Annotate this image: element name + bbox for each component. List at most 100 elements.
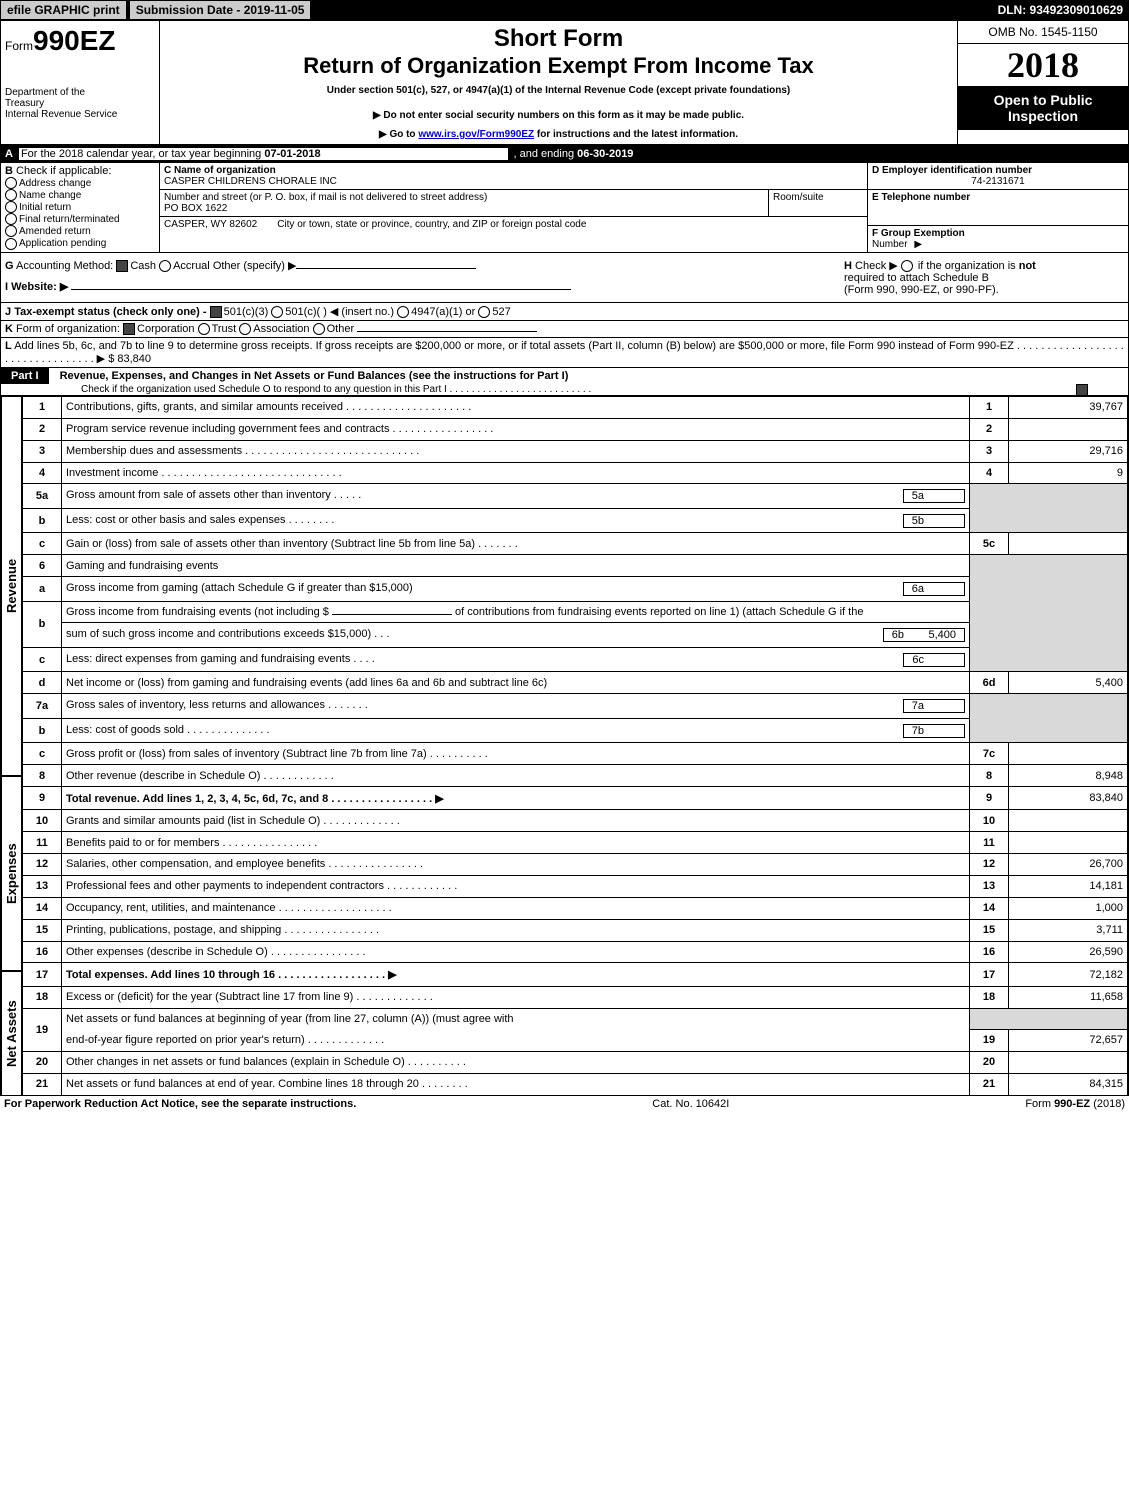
- check-accrual[interactable]: [159, 260, 171, 272]
- open-to-public: Open to PublicInspection: [958, 86, 1128, 130]
- cat-no: Cat. No. 10642I: [652, 1098, 729, 1110]
- line-13-amt: 14,181: [1009, 875, 1128, 897]
- b-label: Check if applicable:: [16, 165, 111, 177]
- table-row: dNet income or (loss) from gaming and fu…: [23, 672, 1128, 694]
- city-state-zip: CASPER, WY 82602: [164, 219, 257, 230]
- submission-date: Submission Date - 2019-11-05: [129, 0, 312, 20]
- other-specify: Other (specify) ▶: [213, 260, 297, 272]
- table-row: bLess: cost or other basis and sales exp…: [23, 508, 1128, 532]
- check-application-pending[interactable]: [5, 238, 17, 250]
- lines-table: 1Contributions, gifts, grants, and simil…: [22, 396, 1128, 1096]
- line-1-amt: 39,767: [1009, 396, 1128, 418]
- table-row: 21Net assets or fund balances at end of …: [23, 1073, 1128, 1095]
- form-prefix: Form: [5, 39, 33, 53]
- check-address-change[interactable]: [5, 177, 17, 189]
- d-label: D Employer identification number: [872, 165, 1032, 176]
- table-row: 15Printing, publications, postage, and s…: [23, 919, 1128, 941]
- check-association[interactable]: [239, 323, 251, 335]
- entity-info-block: B Check if applicable: Address change Na…: [0, 163, 1129, 253]
- page-footer: For Paperwork Reduction Act Notice, see …: [0, 1096, 1129, 1112]
- check-cash[interactable]: [116, 260, 128, 272]
- arrow-icon: [910, 239, 922, 250]
- org-name: CASPER CHILDRENS CHORALE INC: [164, 176, 863, 187]
- line-k: K Form of organization: Corporation Trus…: [0, 321, 1129, 338]
- table-row: 19Net assets or fund balances at beginni…: [23, 1008, 1128, 1029]
- short-form-title: Short Form: [164, 25, 953, 53]
- check-corporation[interactable]: [123, 323, 135, 335]
- expenses-tab: Expenses: [1, 776, 22, 971]
- line-21-amt: 84,315: [1009, 1073, 1128, 1095]
- check-initial-return[interactable]: [5, 201, 17, 213]
- irs-link[interactable]: www.irs.gov/Form990EZ: [418, 129, 534, 140]
- line-15-amt: 3,711: [1009, 919, 1128, 941]
- dept-treasury: Department of the Treasury Internal Reve…: [5, 87, 155, 120]
- check-other-org[interactable]: [313, 323, 325, 335]
- table-row: 2Program service revenue including gover…: [23, 418, 1128, 440]
- part-1-num: Part I: [1, 368, 49, 384]
- table-row: bLess: cost of goods sold . . . . . . . …: [23, 718, 1128, 742]
- table-row: 20Other changes in net assets or fund ba…: [23, 1051, 1128, 1073]
- form-num-text: 990EZ: [33, 25, 116, 56]
- table-row: 5aGross amount from sale of assets other…: [23, 484, 1128, 508]
- check-527[interactable]: [478, 306, 490, 318]
- table-row: cGross profit or (loss) from sales of in…: [23, 743, 1128, 765]
- line-18-amt: 11,658: [1009, 986, 1128, 1008]
- check-4947[interactable]: [397, 306, 409, 318]
- table-row: bGross income from fundraising events (n…: [23, 601, 1128, 623]
- line-16-amt: 26,590: [1009, 941, 1128, 963]
- table-row: 14Occupancy, rent, utilities, and mainte…: [23, 897, 1128, 919]
- efile-print-button[interactable]: efile GRAPHIC print: [0, 0, 127, 20]
- section-b: B Check if applicable: Address change Na…: [1, 163, 160, 252]
- table-row: 1Contributions, gifts, grants, and simil…: [23, 396, 1128, 418]
- paperwork-notice: For Paperwork Reduction Act Notice, see …: [4, 1098, 356, 1110]
- h-text3: (Form 990, 990-EZ, or 990-PF).: [844, 284, 999, 296]
- table-row: aGross income from gaming (attach Schedu…: [23, 577, 1128, 601]
- website-input[interactable]: [71, 289, 571, 290]
- line-l: L Add lines 5b, 6c, and 7b to line 9 to …: [0, 338, 1129, 368]
- check-name-change[interactable]: [5, 189, 17, 201]
- check-amended-return[interactable]: [5, 225, 17, 237]
- line-14-amt: 1,000: [1009, 897, 1128, 919]
- street-label: Number and street (or P. O. box, if mail…: [164, 192, 764, 203]
- table-row: 11Benefits paid to or for members . . . …: [23, 832, 1128, 854]
- gross-receipts: $ 83,840: [108, 353, 151, 365]
- h-text2: required to attach Schedule B: [844, 272, 989, 284]
- part-1-header: Part I Revenue, Expenses, and Changes in…: [0, 368, 1129, 396]
- goto-line: ▶ Go to www.irs.gov/Form990EZ for instru…: [164, 129, 953, 140]
- line-a: A For the 2018 calendar year, or tax yea…: [0, 145, 1129, 163]
- table-row: 16Other expenses (describe in Schedule O…: [23, 941, 1128, 963]
- line-17-amt: 72,182: [1009, 963, 1128, 986]
- table-row: 3Membership dues and assessments . . . .…: [23, 440, 1128, 462]
- ein: 74-2131671: [872, 176, 1124, 187]
- line-6b-box: 6b 5,400: [883, 628, 965, 642]
- i-label: Website: ▶: [11, 281, 68, 293]
- omb-number: OMB No. 1545-1150: [958, 21, 1128, 44]
- check-final-return[interactable]: [5, 213, 17, 225]
- table-row: 6Gaming and fundraising events: [23, 555, 1128, 577]
- form-header: Form990EZ Department of the Treasury Int…: [0, 20, 1129, 145]
- line-4-amt: 9: [1009, 462, 1128, 484]
- g-label: Accounting Method:: [16, 260, 113, 272]
- other-specify-input[interactable]: [296, 268, 476, 269]
- line-12-amt: 26,700: [1009, 854, 1128, 876]
- table-row: 10Grants and similar amounts paid (list …: [23, 810, 1128, 832]
- table-row: 7aGross sales of inventory, less returns…: [23, 694, 1128, 718]
- check-trust[interactable]: [198, 323, 210, 335]
- table-row: 12Salaries, other compensation, and empl…: [23, 854, 1128, 876]
- ssn-warning: ▶ Do not enter social security numbers o…: [164, 110, 953, 121]
- table-row: 4Investment income . . . . . . . . . . .…: [23, 462, 1128, 484]
- other-org-input[interactable]: [357, 331, 537, 332]
- fundraising-exclude-input[interactable]: [332, 614, 452, 615]
- table-row: 13Professional fees and other payments t…: [23, 875, 1128, 897]
- line-g-h: G Accounting Method: Cash Accrual Other …: [0, 253, 1129, 303]
- line-3-amt: 29,716: [1009, 440, 1128, 462]
- table-row: 8Other revenue (describe in Schedule O) …: [23, 765, 1128, 787]
- f-label: F Group Exemption: [872, 228, 965, 239]
- check-501c[interactable]: [271, 306, 283, 318]
- table-row: sum of such gross income and contributio…: [23, 623, 1128, 647]
- line-j: J Tax-exempt status (check only one) - 5…: [0, 303, 1129, 321]
- check-h[interactable]: [901, 260, 913, 272]
- tax-year: 2018: [958, 44, 1128, 86]
- check-501c3[interactable]: [210, 306, 222, 318]
- check-schedule-o[interactable]: [1076, 384, 1088, 396]
